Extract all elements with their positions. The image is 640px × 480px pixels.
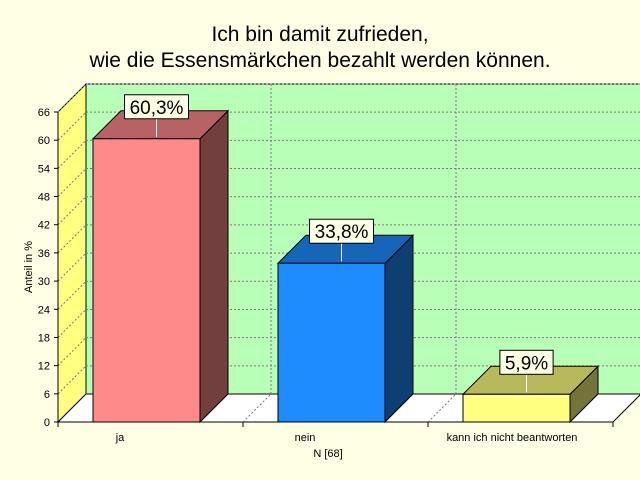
gridline-floor xyxy=(427,393,457,423)
gridline-side xyxy=(57,365,87,395)
gridline-side xyxy=(57,111,87,141)
chart-title-line-2: wie die Essensmärkchen bezahlt werden kö… xyxy=(88,49,550,72)
x-axis-title: N [68] xyxy=(313,448,342,460)
y-tick-label: 12 xyxy=(38,361,50,373)
y-tick-label: 18 xyxy=(38,332,50,344)
gridline-side xyxy=(57,196,87,226)
bar-2 xyxy=(461,365,600,424)
gridline-side xyxy=(57,83,87,113)
y-tick-label: 66 xyxy=(38,107,50,119)
bar-side xyxy=(199,109,229,424)
bar-front xyxy=(277,262,386,423)
gridline-side xyxy=(57,280,87,310)
gridline-side xyxy=(57,309,87,338)
data-label-box xyxy=(124,94,189,120)
bar-front xyxy=(92,138,201,423)
data-label: 5,9% xyxy=(505,353,548,374)
gridline-floor xyxy=(242,393,272,423)
y-tick-label: 36 xyxy=(38,248,50,260)
y-tick-label: 30 xyxy=(38,276,50,288)
y-axis-title: Anteil in % xyxy=(23,241,35,293)
bar-0 xyxy=(91,109,230,424)
data-label-box xyxy=(499,349,554,375)
chart-title-line-1: Ich bin damit zufrieden, xyxy=(211,23,428,46)
gridline-side xyxy=(57,337,87,366)
data-label: 33,8% xyxy=(315,222,369,243)
gridline-side xyxy=(57,168,87,197)
y-tick-label: 60 xyxy=(38,135,50,147)
y-tick-label: 0 xyxy=(44,417,50,429)
data-label: 60,3% xyxy=(130,98,184,119)
bar-1 xyxy=(276,234,415,424)
y-tick-label: 42 xyxy=(38,220,50,232)
y-tick-label: 24 xyxy=(38,304,50,316)
gridline-side xyxy=(57,252,87,282)
x-tick-label: nein xyxy=(295,432,316,444)
x-tick-label: kann ich nicht beantworten xyxy=(447,432,578,444)
bar-side xyxy=(384,234,414,424)
gridline-side xyxy=(57,224,87,254)
x-tick-label: ja xyxy=(115,432,125,444)
bar-front xyxy=(462,393,571,423)
gridline-side xyxy=(57,140,87,169)
y-tick-label: 54 xyxy=(38,163,50,175)
y-tick-label: 48 xyxy=(38,192,50,204)
data-label-box xyxy=(309,218,374,244)
y-tick-label: 6 xyxy=(44,389,50,401)
plot-side-wall xyxy=(57,82,87,424)
